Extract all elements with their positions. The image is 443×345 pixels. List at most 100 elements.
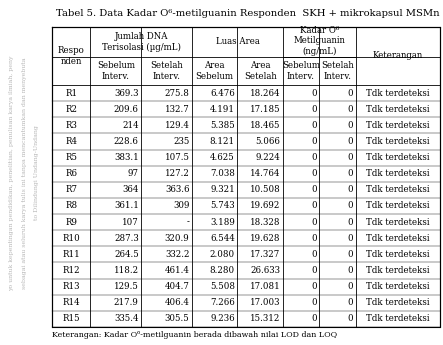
Text: Kadar O⁶
Metilguanin
(ng/mL): Kadar O⁶ Metilguanin (ng/mL) (293, 26, 345, 56)
Text: 361.1: 361.1 (114, 201, 139, 210)
Text: 0: 0 (347, 282, 353, 291)
Text: 363.6: 363.6 (165, 185, 190, 194)
Text: Tdk terdeteksi: Tdk terdeteksi (366, 169, 430, 178)
Text: 127.2: 127.2 (165, 169, 190, 178)
Text: 5.743: 5.743 (210, 201, 235, 210)
Text: R2: R2 (65, 105, 77, 114)
Text: Area
Sebelum: Area Sebelum (196, 61, 234, 81)
Text: 6.544: 6.544 (210, 234, 235, 243)
Text: 0: 0 (311, 314, 317, 323)
Text: 0: 0 (311, 121, 317, 130)
Text: 19.628: 19.628 (250, 234, 280, 243)
Text: Tdk terdeteksi: Tdk terdeteksi (366, 282, 430, 291)
Text: R12: R12 (62, 266, 80, 275)
Text: 275.8: 275.8 (165, 89, 190, 98)
Text: R11: R11 (62, 250, 80, 259)
Text: Tdk terdeteksi: Tdk terdeteksi (366, 121, 430, 130)
Text: 0: 0 (347, 137, 353, 146)
Text: 0: 0 (347, 105, 353, 114)
Text: 9.224: 9.224 (256, 153, 280, 162)
Text: 217.9: 217.9 (114, 298, 139, 307)
Text: Tdk terdeteksi: Tdk terdeteksi (366, 185, 430, 194)
Text: Setelah
Interv.: Setelah Interv. (321, 61, 354, 81)
Text: 332.2: 332.2 (165, 250, 190, 259)
Text: 0: 0 (311, 298, 317, 307)
Text: 7.266: 7.266 (210, 298, 235, 307)
Text: R4: R4 (65, 137, 77, 146)
Text: 406.4: 406.4 (165, 298, 190, 307)
Text: 235: 235 (173, 137, 190, 146)
Text: 129.5: 129.5 (114, 282, 139, 291)
Text: R6: R6 (65, 169, 77, 178)
Text: Tdk terdeteksi: Tdk terdeteksi (366, 218, 430, 227)
Text: Sebelum
Interv.: Sebelum Interv. (97, 61, 135, 81)
Text: 461.4: 461.4 (165, 266, 190, 275)
Text: 0: 0 (347, 89, 353, 98)
Text: 17.185: 17.185 (250, 105, 280, 114)
Text: 0: 0 (347, 218, 353, 227)
Text: sebagai atau seluruh karya tulis ini tanpa mencantumkan dan menyebuta: sebagai atau seluruh karya tulis ini tan… (23, 57, 27, 289)
Text: 228.6: 228.6 (114, 137, 139, 146)
Text: 8.121: 8.121 (210, 137, 235, 146)
Text: 4.191: 4.191 (210, 105, 235, 114)
Text: 0: 0 (311, 201, 317, 210)
Text: 5.066: 5.066 (256, 137, 280, 146)
Text: 0: 0 (311, 153, 317, 162)
Text: 26.633: 26.633 (250, 266, 280, 275)
Text: R14: R14 (62, 298, 80, 307)
Text: 19.692: 19.692 (250, 201, 280, 210)
Text: 0: 0 (347, 153, 353, 162)
Text: 305.5: 305.5 (165, 314, 190, 323)
Text: 320.9: 320.9 (165, 234, 190, 243)
Text: 404.7: 404.7 (165, 282, 190, 291)
Text: 0: 0 (347, 169, 353, 178)
Text: 0: 0 (347, 185, 353, 194)
Text: 2.080: 2.080 (210, 250, 235, 259)
Text: Keterangan: Keterangan (373, 51, 423, 60)
Text: 17.003: 17.003 (250, 298, 280, 307)
Text: R13: R13 (62, 282, 80, 291)
Text: Tdk terdeteksi: Tdk terdeteksi (366, 153, 430, 162)
Text: Tdk terdeteksi: Tdk terdeteksi (366, 201, 430, 210)
Text: Sebelum
Interv.: Sebelum Interv. (282, 61, 320, 81)
Text: Tdk terdeteksi: Tdk terdeteksi (366, 298, 430, 307)
Text: 0: 0 (311, 282, 317, 291)
Text: Tdk terdeteksi: Tdk terdeteksi (366, 234, 430, 243)
Text: 9.236: 9.236 (210, 314, 235, 323)
Text: to Dilindungi Undang-Undang: to Dilindungi Undang-Undang (35, 126, 39, 220)
Text: Area
Setelah: Area Setelah (244, 61, 276, 81)
Text: 0: 0 (311, 234, 317, 243)
Text: 18.465: 18.465 (250, 121, 280, 130)
Text: R10: R10 (62, 234, 80, 243)
Text: Setelah
Interv.: Setelah Interv. (150, 61, 183, 81)
Text: 0: 0 (311, 185, 317, 194)
Text: Tdk terdeteksi: Tdk terdeteksi (366, 105, 430, 114)
Text: 3.189: 3.189 (210, 218, 235, 227)
Text: 7.038: 7.038 (210, 169, 235, 178)
Text: Tdk terdeteksi: Tdk terdeteksi (366, 266, 430, 275)
Text: yo untuk kepentingan pendidikan, penelitian, penulisan karya ilmiah, peny: yo untuk kepentingan pendidikan, penelit… (9, 55, 15, 291)
Text: 9.321: 9.321 (210, 185, 235, 194)
Text: R3: R3 (65, 121, 77, 130)
Text: 0: 0 (311, 105, 317, 114)
Text: 118.2: 118.2 (113, 266, 139, 275)
Text: 0: 0 (311, 218, 317, 227)
Text: 209.6: 209.6 (114, 105, 139, 114)
Text: 0: 0 (347, 266, 353, 275)
Text: 0: 0 (311, 137, 317, 146)
Text: 369.3: 369.3 (114, 89, 139, 98)
Text: 5.385: 5.385 (210, 121, 235, 130)
Text: 0: 0 (311, 250, 317, 259)
Text: 17.081: 17.081 (249, 282, 280, 291)
Text: Luas Area: Luas Area (215, 38, 260, 47)
Text: 0: 0 (347, 201, 353, 210)
Text: Tdk terdeteksi: Tdk terdeteksi (366, 314, 430, 323)
Text: 0: 0 (347, 250, 353, 259)
Text: 309: 309 (173, 201, 190, 210)
Text: Respo
nden: Respo nden (58, 46, 85, 66)
Text: 335.4: 335.4 (114, 314, 139, 323)
Text: 383.1: 383.1 (114, 153, 139, 162)
Text: 287.3: 287.3 (114, 234, 139, 243)
Text: 15.312: 15.312 (250, 314, 280, 323)
Text: R9: R9 (65, 218, 77, 227)
